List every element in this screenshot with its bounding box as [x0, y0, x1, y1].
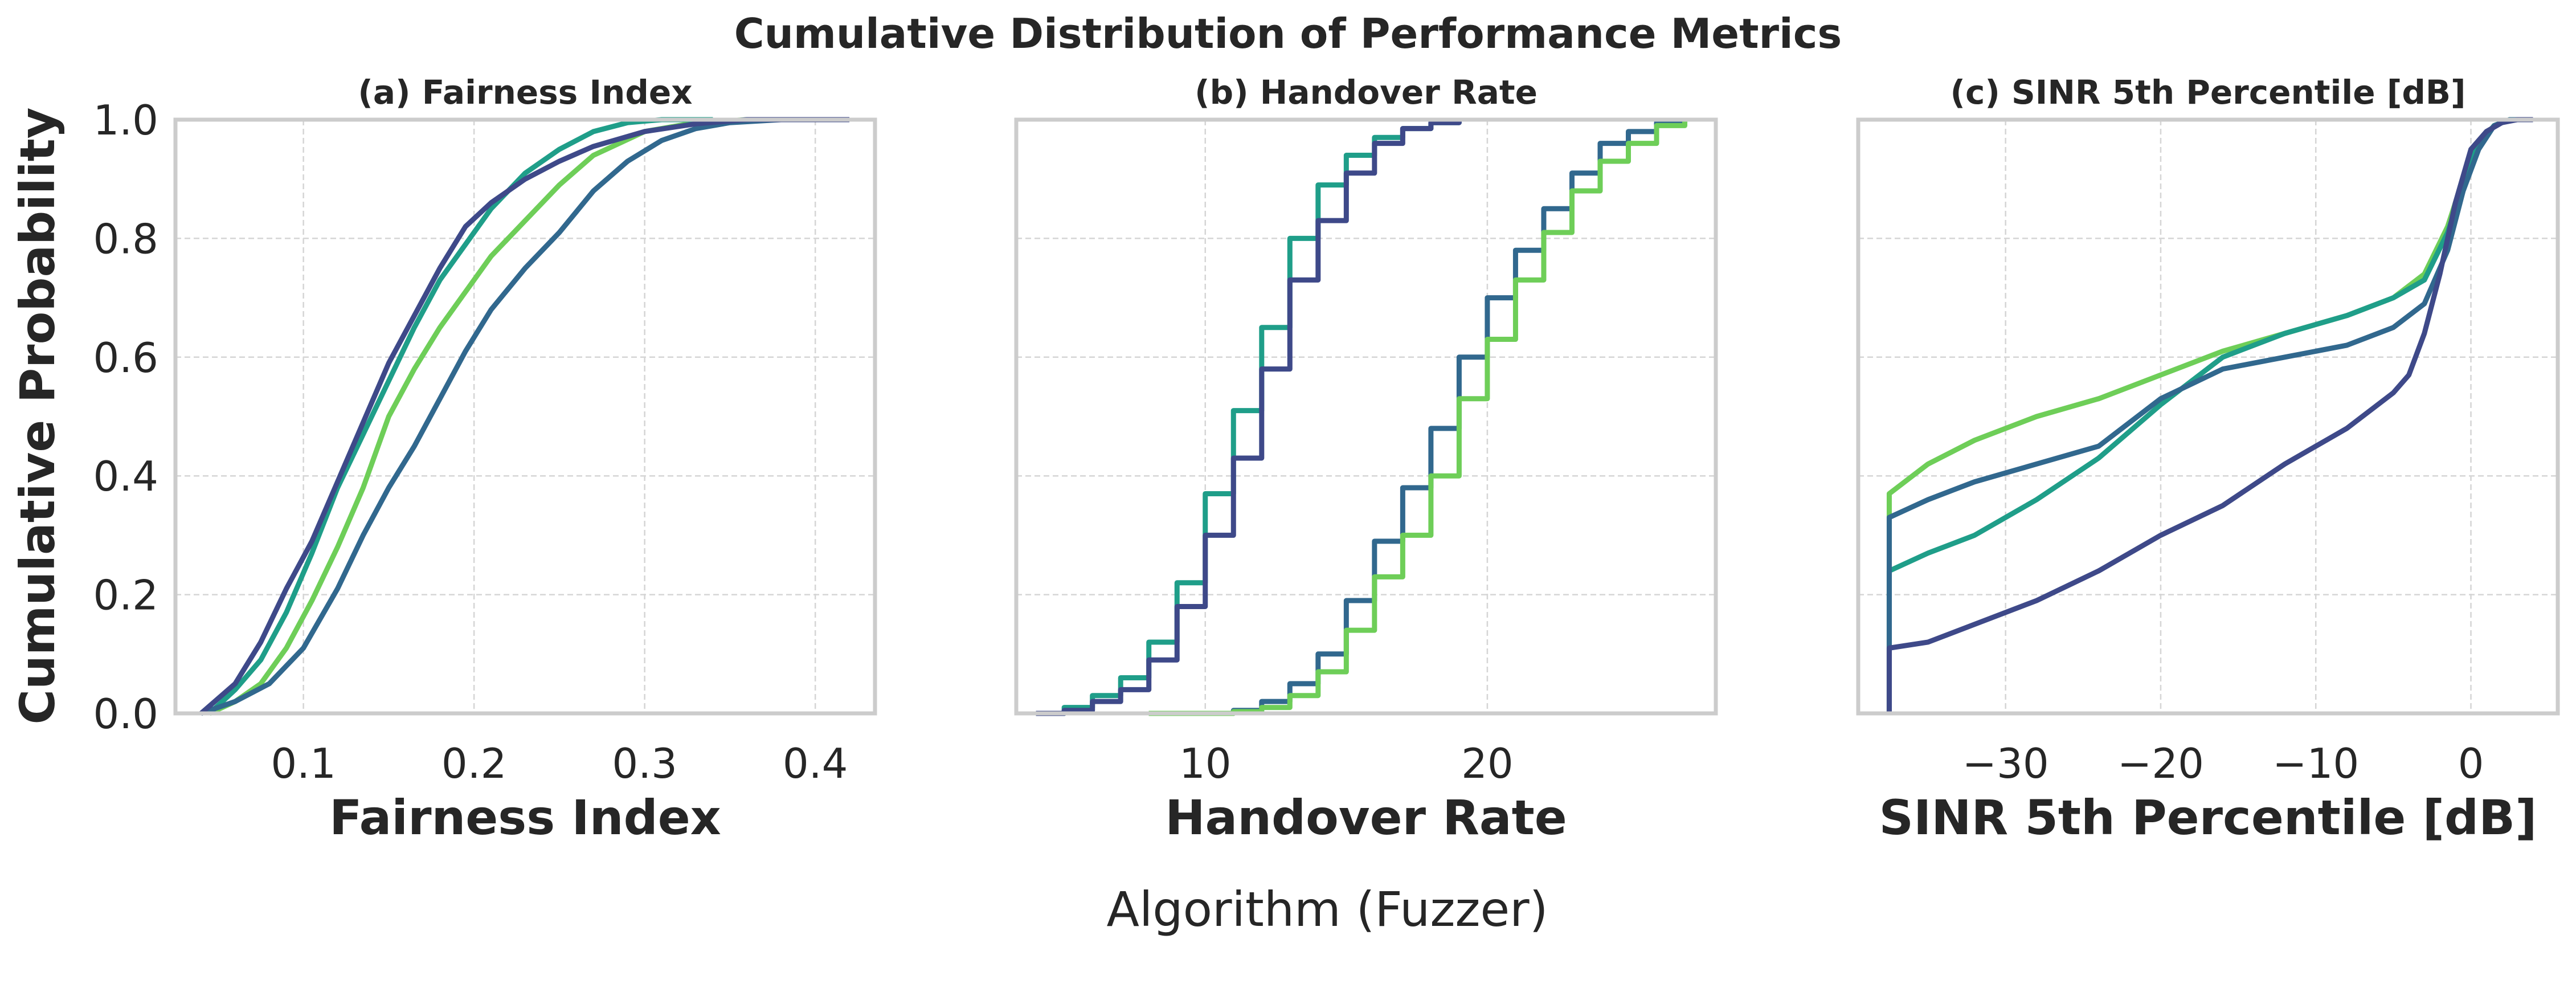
cdf-line-2: [1886, 117, 2533, 713]
axes-frame: [173, 117, 877, 716]
panel-title: (b) Handover Rate: [1195, 73, 1538, 112]
cdf-line-4: [1148, 120, 1688, 716]
legend-title: Algorithm (Fuzzer): [1107, 881, 1548, 937]
panel-title: (c) SINR 5th Percentile [dB]: [1950, 73, 2465, 112]
y-tick-label: 0.4: [93, 452, 158, 500]
x-tick-label: 20: [1461, 740, 1514, 787]
cdf-line-3: [1886, 117, 2533, 713]
figure-title: Cumulative Distribution of Performance M…: [734, 10, 1842, 58]
x-tick-label: −10: [2272, 740, 2359, 787]
x-tick-label: 0.1: [271, 740, 336, 787]
cdf-line-1: [1036, 120, 1462, 716]
x-axis-label: Handover Rate: [1165, 790, 1567, 846]
x-tick-label: 0.2: [441, 740, 507, 787]
cdf-line-3: [200, 117, 782, 716]
x-tick-label: 0: [2458, 740, 2484, 787]
x-tick-label: 0.3: [612, 740, 677, 787]
cdf-line-1: [1886, 117, 2533, 713]
y-tick-label: 0.0: [93, 690, 158, 738]
x-tick-label: 10: [1179, 740, 1232, 787]
panel-title: (a) Fairness Index: [358, 73, 692, 112]
x-tick-label: −20: [2117, 740, 2204, 787]
y-tick-label: 0.2: [93, 572, 158, 619]
y-axis-label: Cumulative Probability: [10, 107, 66, 724]
axes-frame: [1856, 117, 2560, 716]
panel-sinr-5th-percentile: (c) SINR 5th Percentile [dB] −30 −20 −10 0SI…: [1856, 73, 2560, 846]
cdf-line-4: [1886, 117, 2533, 713]
x-axis-label: SINR 5th Percentile [dB]: [1879, 790, 2537, 846]
y-tick-label: 0.8: [93, 215, 158, 263]
x-tick-label: −30: [1962, 740, 2049, 787]
cdf-line-2: [207, 117, 713, 716]
y-tick-label: 0.6: [93, 334, 158, 382]
axes-frame: [1014, 117, 1718, 716]
panel-fairness-index: (a) Fairness Index 0.1 0.2 0.3 0.4 0.0 0.2 0.4 0…: [93, 73, 877, 846]
x-tick-label: 0.4: [783, 740, 848, 787]
cdf-line-1: [208, 117, 816, 716]
cdf-line-3: [1148, 120, 1688, 716]
cdf-line-4: [199, 117, 850, 716]
cdf-line-2: [1036, 120, 1462, 716]
y-tick-label: 1.0: [93, 96, 158, 144]
x-axis-label: Fairness Index: [329, 790, 721, 846]
